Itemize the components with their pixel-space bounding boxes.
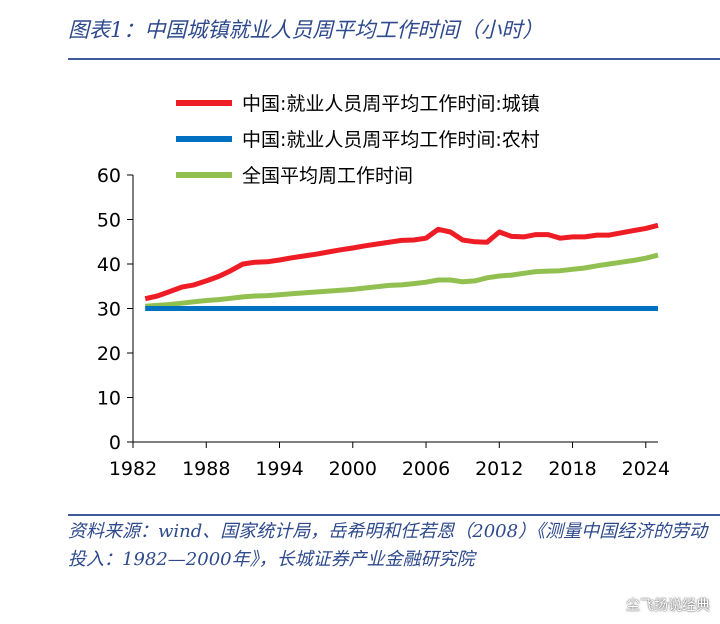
- x-tick-label: 2012: [475, 458, 523, 480]
- legend-label: 全国平均周工作时间: [242, 165, 413, 187]
- y-tick-label: 30: [97, 299, 121, 321]
- y-tick-label: 40: [97, 254, 121, 276]
- x-tick-label: 2024: [622, 458, 670, 480]
- chart-series-lines: [144, 222, 659, 311]
- y-tick-label: 50: [97, 210, 121, 232]
- y-tick-label: 10: [97, 388, 121, 410]
- x-tick-label: 2000: [329, 458, 377, 480]
- series-line: [145, 252, 659, 309]
- series-line: [144, 222, 659, 302]
- y-tick-label: 60: [97, 165, 121, 187]
- source-note: 资料来源：wind、国家统计局，岳希明和任若恩（2008）《测量中国经济的劳动投…: [68, 521, 708, 570]
- x-tick-label: 2018: [548, 458, 596, 480]
- legend-label: 中国:就业人员周平均工作时间:城镇: [242, 93, 540, 115]
- x-tick-label: 2006: [402, 458, 450, 480]
- watermark: 尘飞扬说经典: [626, 598, 710, 614]
- source-divider: [68, 514, 720, 516]
- legend-label: 中国:就业人员周平均工作时间:农村: [242, 129, 540, 151]
- title-divider: [68, 58, 720, 60]
- x-tick-label: 1982: [109, 458, 157, 480]
- line-chart: 0 10 20 30 40 50 60 1982 1988 1994 2000 2006 2012 201…: [97, 93, 670, 480]
- chart-title: 图表1：中国城镇就业人员周平均工作时间（小时）: [68, 18, 544, 42]
- x-tick-label: 1988: [182, 458, 230, 480]
- x-tick-label: 1994: [255, 458, 303, 480]
- chart-axes: 0 10 20 30 40 50 60 1982 1988 1994 2000 2006 2012 201…: [97, 165, 670, 480]
- chart-legend: 中国:就业人员周平均工作时间:城镇中国:就业人员周平均工作时间:农村全国平均周工…: [176, 93, 540, 187]
- y-tick-label: 20: [97, 343, 121, 365]
- y-tick-label: 0: [109, 432, 121, 454]
